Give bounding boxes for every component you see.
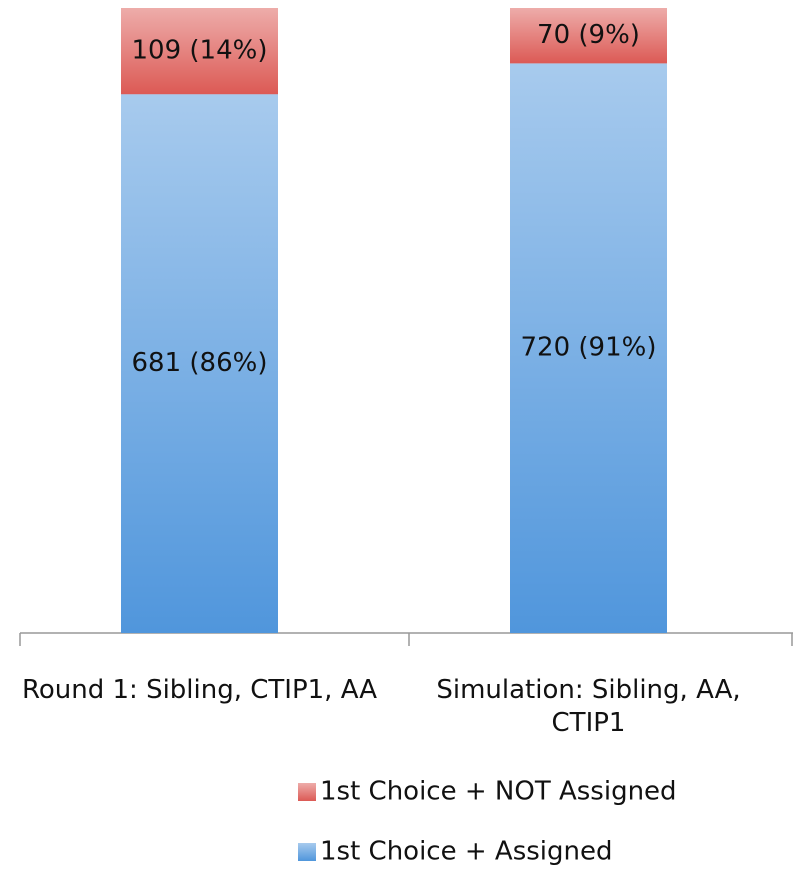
bar-shine [510,63,667,633]
data-label: 720 (91%) [521,333,657,363]
data-label: 70 (9%) [537,20,640,50]
bar-shine [510,8,667,64]
legend-label: 1st Choice + Assigned [320,837,613,867]
x-tick-label: Simulation: Sibling, AA, CTIP1 [436,675,741,738]
data-label: 109 (14%) [132,36,268,66]
x-tick-label: Round 1: Sibling, CTIP1, AA [21,675,378,705]
legend-shine [298,783,316,801]
legend-shine [298,843,316,861]
legend-label: 1st Choice + NOT Assigned [320,777,677,807]
bar-shine [121,94,278,633]
bar-shine [121,8,278,95]
data-label: 681 (86%) [132,348,268,378]
